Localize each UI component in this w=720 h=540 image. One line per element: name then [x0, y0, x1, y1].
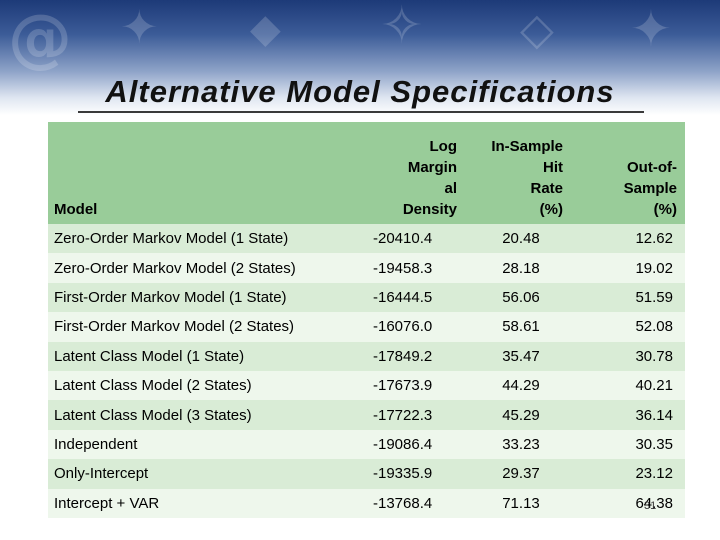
header-out-of-sample: Out-of- Sample (%) — [577, 122, 685, 224]
cell-model: Zero-Order Markov Model (2 States) — [48, 253, 353, 283]
cell-log-marginal-density: -19458.3 — [353, 253, 465, 283]
cell-in-sample-hit-rate: 35.47 — [465, 341, 577, 371]
header-log-marginal-density: Log Margin al Density — [353, 122, 465, 224]
cell-model: First-Order Markov Model (2 States) — [48, 312, 353, 342]
cell-in-sample-hit-rate: 33.23 — [465, 429, 577, 460]
table-row: Intercept + VAR -13768.4 71.13 64.38 — [48, 488, 685, 518]
cell-out-of-sample: 52.08 — [577, 312, 685, 342]
cell-in-sample-hit-rate: 20.48 — [465, 224, 577, 254]
cell-log-marginal-density: -17849.2 — [353, 341, 465, 371]
cell-log-marginal-density: -20410.4 — [353, 224, 465, 254]
cell-model: Only-Intercept — [48, 459, 353, 489]
cell-out-of-sample: 51.59 — [577, 282, 685, 313]
table-row: First-Order Markov Model (2 States) -160… — [48, 312, 685, 342]
cell-out-of-sample: 19.02 — [577, 253, 685, 283]
at-sign-icon: @ — [8, 2, 72, 76]
model-specifications-table: Model Log Margin al Density In-Sample Hi… — [48, 122, 685, 518]
cell-out-of-sample: 23.12 — [577, 459, 685, 489]
decorative-glyph-icon: ✦ — [630, 0, 672, 58]
cell-log-marginal-density: -19086.4 — [353, 429, 465, 460]
cell-out-of-sample: 30.78 — [577, 341, 685, 371]
cell-model: Latent Class Model (1 State) — [48, 341, 353, 371]
cell-out-of-sample: 36.14 — [577, 400, 685, 430]
cell-log-marginal-density: -16076.0 — [353, 312, 465, 342]
cell-in-sample-hit-rate: 28.18 — [465, 253, 577, 283]
cell-log-marginal-density: -16444.5 — [353, 282, 465, 313]
header-model: Model — [48, 122, 353, 224]
cell-out-of-sample: 40.21 — [577, 370, 685, 401]
table-row: First-Order Markov Model (1 State) -1644… — [48, 282, 685, 313]
cell-log-marginal-density: -17722.3 — [353, 400, 465, 430]
table-header-row: Model Log Margin al Density In-Sample Hi… — [48, 122, 685, 224]
table-row: Latent Class Model (1 State) -17849.2 35… — [48, 341, 685, 371]
header-banner: @ ✦ ◆ ✧ ◇ ✦ — [0, 0, 720, 115]
table-row: Latent Class Model (2 States) -17673.9 4… — [48, 370, 685, 401]
decorative-glyph-icon: ◆ — [250, 6, 281, 52]
cell-in-sample-hit-rate: 58.61 — [465, 312, 577, 342]
cell-model: First-Order Markov Model (1 State) — [48, 282, 353, 313]
decorative-glyph-icon: ◇ — [520, 4, 554, 55]
table-row: Latent Class Model (3 States) -17722.3 4… — [48, 400, 685, 430]
cell-out-of-sample: 30.35 — [577, 429, 685, 460]
cell-in-sample-hit-rate: 71.13 — [465, 488, 577, 518]
table-row: Independent -19086.4 33.23 30.35 — [48, 429, 685, 460]
cell-model: Latent Class Model (3 States) — [48, 400, 353, 430]
slide-title: Alternative Model Specifications — [105, 74, 615, 109]
cell-out-of-sample: 64.38 — [577, 488, 685, 518]
cell-model: Zero-Order Markov Model (1 State) — [48, 224, 353, 254]
page-number: 31 — [644, 500, 657, 512]
cell-log-marginal-density: -19335.9 — [353, 459, 465, 489]
cell-in-sample-hit-rate: 44.29 — [465, 370, 577, 401]
table-row: Only-Intercept -19335.9 29.37 23.12 — [48, 459, 685, 489]
cell-in-sample-hit-rate: 56.06 — [465, 282, 577, 313]
cell-model: Intercept + VAR — [48, 488, 353, 518]
table-row: Zero-Order Markov Model (1 State) -20410… — [48, 224, 685, 254]
cell-out-of-sample: 12.62 — [577, 224, 685, 254]
decorative-glyph-icon: ✦ — [120, 0, 159, 54]
cell-model: Latent Class Model (2 States) — [48, 370, 353, 401]
cell-in-sample-hit-rate: 45.29 — [465, 400, 577, 430]
title-underline — [78, 111, 644, 113]
header-in-sample-hit-rate: In-Sample Hit Rate (%) — [465, 122, 577, 224]
cell-log-marginal-density: -17673.9 — [353, 370, 465, 401]
cell-in-sample-hit-rate: 29.37 — [465, 459, 577, 489]
cell-model: Independent — [48, 429, 353, 460]
table-row: Zero-Order Markov Model (2 States) -1945… — [48, 253, 685, 283]
decorative-glyph-icon: ✧ — [380, 0, 424, 56]
cell-log-marginal-density: -13768.4 — [353, 488, 465, 518]
